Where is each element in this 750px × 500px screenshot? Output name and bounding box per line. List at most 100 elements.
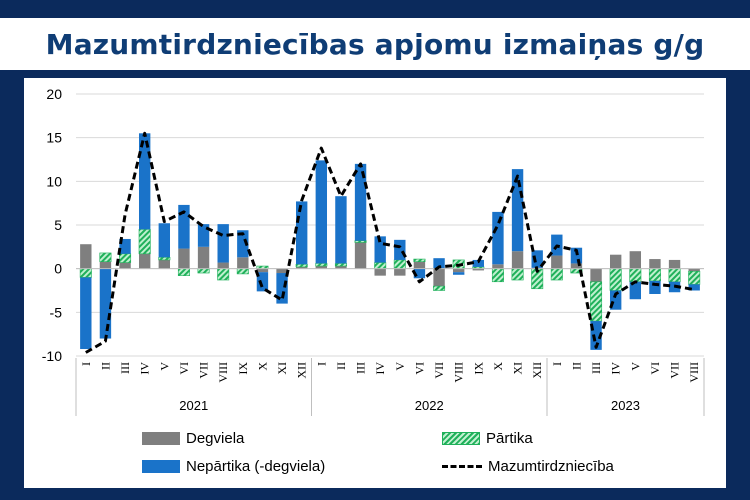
bar-nepartika	[609, 290, 622, 310]
x-tick-label: VI	[177, 362, 191, 375]
x-tick-label: V	[157, 362, 171, 371]
bar-nepartika	[452, 272, 465, 275]
bar-partika	[688, 270, 701, 285]
x-tick-label: VIII	[216, 362, 230, 383]
bar-nepartika	[80, 277, 92, 350]
x-tick-label: VII	[432, 362, 446, 379]
bar-nepartika	[99, 268, 112, 339]
x-tick-label: I	[79, 362, 93, 366]
year-label: 2022	[415, 398, 444, 413]
x-tick-label: VI	[648, 362, 662, 375]
bar-degviela	[99, 261, 112, 269]
bar-degviela	[197, 246, 210, 269]
legend-item-mazumtirdznieciba: Mazumtirdzniecība	[442, 458, 614, 475]
x-tick-label: IX	[236, 362, 250, 375]
bar-partika	[629, 268, 642, 283]
bar-degviela	[629, 251, 642, 269]
x-tick-label: IV	[138, 362, 152, 375]
bar-nepartika	[295, 201, 308, 265]
bar-partika	[433, 285, 446, 291]
bar-degviela	[609, 254, 622, 269]
bar-degviela	[80, 244, 92, 269]
bar-degviela	[433, 268, 445, 287]
bar-degviela	[335, 266, 347, 269]
bar-degviela	[452, 268, 465, 273]
bar-degviela	[492, 264, 504, 269]
bar-partika	[413, 258, 426, 262]
bar-nepartika	[178, 204, 190, 249]
x-tick-label: VII	[668, 362, 682, 379]
bar-partika	[511, 268, 524, 281]
x-tick-label: V	[393, 362, 407, 371]
bar-nepartika	[531, 250, 543, 268]
legend-label-partika: Pārtika	[486, 430, 533, 447]
bar-degviela	[472, 268, 485, 271]
slide-title: Mazumtirdzniecības apjomu izmaiņas g/g	[45, 27, 705, 61]
legend-label-mazumtirdznieciba: Mazumtirdzniecība	[488, 458, 614, 475]
bar-nepartika	[570, 247, 583, 264]
legend-item-degviela: Degviela	[142, 430, 244, 447]
bar-degviela	[138, 253, 151, 269]
bar-nepartika	[688, 284, 700, 291]
bar-degviela	[570, 263, 583, 269]
bar-partika	[590, 281, 603, 322]
bar-nepartika	[374, 236, 386, 263]
bar-degviela	[668, 259, 681, 269]
x-tick-label: III	[118, 362, 132, 374]
bar-degviela	[315, 266, 328, 269]
bar-degviela	[374, 268, 386, 276]
bar-partika	[197, 268, 210, 274]
y-tick-label: 0	[54, 261, 62, 277]
bar-partika	[138, 229, 151, 255]
bar-nepartika	[237, 230, 249, 258]
bar-partika	[668, 268, 681, 283]
bar-nepartika	[119, 238, 131, 254]
bar-degviela	[158, 259, 171, 269]
bar-nepartika	[433, 258, 445, 269]
x-tick-label: III	[589, 362, 603, 374]
legend-item-nepartika: Nepārtika (-degviela)	[142, 458, 325, 475]
x-tick-label: III	[354, 362, 368, 374]
bar-partika	[177, 268, 190, 276]
bar-nepartika	[276, 273, 288, 304]
x-tick-label: VI	[412, 362, 426, 375]
bar-degviela	[119, 262, 131, 269]
bar-nepartika	[649, 280, 661, 294]
bar-nepartika	[158, 223, 171, 258]
bar-nepartika	[335, 196, 347, 264]
x-tick-label: VIII	[452, 362, 466, 383]
bar-nepartika	[472, 259, 485, 267]
bar-nepartika	[590, 321, 602, 350]
bar-partika	[295, 264, 308, 268]
bar-partika	[217, 268, 230, 281]
bar-partika	[609, 268, 622, 291]
x-tick-label: XII	[295, 362, 309, 379]
x-tick-label: I	[550, 362, 564, 366]
x-tick-label: V	[628, 362, 642, 371]
bar-degviela	[590, 268, 602, 282]
bar-partika	[491, 268, 504, 283]
bar-degviela	[394, 268, 406, 276]
bar-nepartika	[217, 224, 229, 263]
bar-partika	[315, 263, 328, 267]
x-tick-label: II	[569, 362, 583, 370]
bar-degviela	[295, 266, 308, 269]
x-tick-label: XII	[530, 362, 544, 379]
bar-degviela	[237, 257, 249, 269]
x-tick-label: VIII	[687, 362, 701, 383]
x-tick-label: I	[314, 362, 328, 366]
bar-degviela	[413, 261, 426, 269]
bar-nepartika	[138, 133, 151, 230]
legend-swatch-nepartika	[142, 460, 180, 473]
bar-partika	[99, 252, 112, 262]
year-label: 2021	[179, 398, 208, 413]
legend-swatch-partika	[442, 432, 480, 445]
chart-panel: -10 -5 0 5 10 15 20 I II III IV V VI VII VIII IX X XI XII I…	[24, 78, 726, 488]
bar-degviela	[217, 262, 229, 269]
year-label: 2023	[611, 398, 640, 413]
bar-degviela	[178, 248, 190, 269]
bar-nepartika	[629, 281, 642, 300]
bar-degviela	[511, 251, 524, 269]
bar-partika	[236, 268, 249, 275]
